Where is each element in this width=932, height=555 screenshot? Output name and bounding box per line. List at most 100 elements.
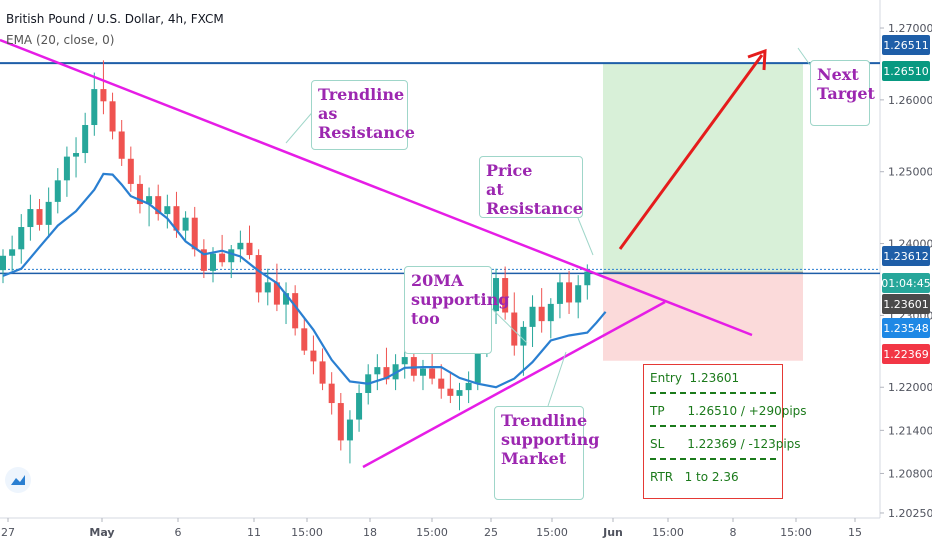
candle-body (118, 131, 125, 159)
candle-body (292, 293, 299, 329)
candle-body (91, 89, 98, 126)
candle-body (273, 282, 280, 305)
price-label-box (882, 294, 930, 314)
ema-line (2, 172, 607, 389)
candle-body (356, 392, 363, 420)
candle-body (0, 255, 6, 271)
candle-body (465, 382, 472, 391)
candle-body (301, 328, 308, 351)
candle-body (328, 383, 335, 404)
y-tick-label: 1.22000 (888, 381, 932, 394)
candle-body (264, 282, 271, 293)
y-tick-label: 1.20800 (888, 467, 932, 480)
candle-body (566, 282, 573, 303)
candle-body (182, 217, 189, 231)
price-label-text: 1.23612 (883, 250, 929, 263)
chart-title: British Pound / U.S. Dollar, 4h, FXCM (6, 12, 224, 26)
price-label-box (882, 246, 930, 266)
callout-text: Trendline supporting Market (501, 411, 600, 468)
candle-body (538, 306, 545, 322)
candle-body (383, 367, 390, 380)
x-tick-label: Jun (602, 526, 623, 539)
y-tick-label: 1.26000 (888, 94, 932, 107)
candle-body (209, 253, 216, 271)
x-tick-label: 15:00 (536, 526, 568, 539)
stop-loss-label: SL 1.22369 / -123pips (650, 437, 801, 451)
entry-label: Entry 1.23601 (650, 371, 740, 385)
callout-text: Price at Resistance (486, 161, 583, 218)
candle-body (173, 206, 180, 231)
x-tick-label: 15:00 (291, 526, 323, 539)
y-tick-label: 1.21400 (888, 424, 932, 437)
candle-body (255, 255, 262, 293)
candle-body (100, 89, 107, 102)
price-label-text: 1.22369 (883, 348, 929, 361)
x-tick-label: May (89, 526, 114, 539)
callout-resistance-trendline: Trendline as Resistance (311, 80, 415, 150)
candle-body (511, 312, 518, 346)
separator (650, 425, 776, 427)
candle-body (73, 153, 80, 157)
callout-text: Next Target (817, 65, 875, 103)
candle-body (109, 101, 116, 132)
candle-body (9, 249, 16, 256)
x-tick-label: 11 (247, 526, 261, 539)
price-label-box (882, 344, 930, 364)
price-label-text: 1.23601 (883, 298, 929, 311)
tradingview-logo[interactable] (5, 467, 31, 493)
price-label-box (882, 318, 930, 338)
candle-body (547, 303, 554, 322)
candle-body (45, 201, 52, 225)
x-tick-label: 15:00 (652, 526, 684, 539)
candle-body (474, 348, 481, 383)
candle-body (310, 350, 317, 362)
candle-body (18, 227, 25, 250)
candle-body (27, 209, 34, 228)
candle-body (63, 156, 70, 181)
target-arrow-shaft (618, 54, 764, 250)
price-label-box (882, 61, 930, 81)
separator (650, 392, 776, 394)
y-tick-label: 1.27000 (888, 22, 932, 35)
callout-pointer (489, 306, 528, 344)
candle-body (429, 368, 436, 379)
candle-body (219, 253, 226, 263)
candle-body (502, 278, 509, 313)
price-label-text: 1.26511 (883, 39, 929, 52)
candle-body (155, 196, 162, 215)
candle-body (529, 306, 536, 327)
x-tick-label: 8 (730, 526, 737, 539)
candle-body (319, 361, 326, 384)
candle-body (584, 271, 591, 286)
candle-body (438, 378, 445, 389)
candle-body (127, 158, 134, 184)
candle-body (36, 209, 43, 225)
callout-price-at-resistance: Price at Resistance (479, 156, 583, 218)
x-tick-label: 25 (484, 526, 498, 539)
take-profit-label: TP 1.26510 / +290pips (650, 404, 807, 418)
candle-body (456, 390, 463, 396)
candle-body (246, 242, 253, 256)
take-profit-zone (603, 63, 803, 273)
callout-pointer (547, 351, 567, 407)
candle-body (54, 180, 61, 202)
y-tick-label: 1.25000 (888, 166, 932, 179)
price-label-text: 1.23548 (883, 322, 929, 335)
candle-body (520, 326, 527, 346)
price-label-box (882, 273, 930, 293)
x-tick-label: 6 (175, 526, 182, 539)
callout-support-trendline: Trendline supporting Market (494, 406, 599, 500)
callout-pointer (797, 47, 811, 66)
support-trendline (362, 300, 666, 469)
callout-text: 20MA supporting too (411, 271, 510, 328)
indicator-legend[interactable]: EMA (20, close, 0) (6, 33, 115, 47)
callout-pointer (577, 217, 594, 256)
logo-icon (11, 475, 25, 485)
x-tick-label: 27 (1, 526, 15, 539)
x-tick-label: 15:00 (416, 526, 448, 539)
target-arrow-head (747, 48, 767, 71)
candle-body (228, 249, 235, 263)
candle-body (419, 368, 426, 376)
